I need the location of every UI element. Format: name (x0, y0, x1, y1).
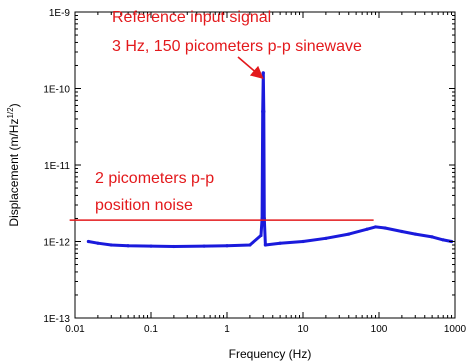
data-point (96, 241, 100, 245)
data-point (202, 244, 206, 248)
x-tick-label: 0.01 (65, 324, 85, 335)
x-tick-label: 1000 (444, 324, 467, 335)
data-point (301, 239, 305, 244)
data-point (260, 216, 264, 221)
data-point (400, 229, 404, 234)
signal-annotation-line2: 3 Hz, 150 picometers p-p sinewave (112, 38, 362, 55)
data-point (109, 243, 113, 247)
y-tick-label: 1E-12 (43, 238, 70, 249)
data-point (365, 227, 369, 231)
data-point (225, 244, 229, 248)
y-tick-label: 1E-11 (44, 161, 70, 172)
data-point (149, 244, 153, 248)
data-point (261, 71, 265, 75)
signal-annotation-line1: Reference input signal (112, 9, 271, 26)
y-axis-label-close: ) (7, 103, 21, 107)
x-tick-label: 10 (297, 324, 309, 335)
signal-arrow (237, 56, 264, 79)
x-tick-label: 1 (224, 324, 230, 335)
x-tick-label: 100 (371, 324, 388, 335)
data-point (413, 232, 417, 236)
data-point (441, 238, 445, 242)
data-point (373, 225, 378, 229)
data-point (86, 239, 90, 244)
data-point (262, 216, 266, 221)
y-tick-label: 1E-10 (43, 85, 70, 96)
y-axis-label-main: Displacement (m/Hz (7, 119, 21, 227)
noise-annotation-line2: position noise (95, 197, 193, 214)
spectrum-series (86, 71, 454, 249)
y-tick-label: 1E-13 (43, 314, 70, 325)
data-point (262, 109, 266, 114)
annotations: Reference input signal 3 Hz, 150 picomet… (95, 9, 362, 214)
data-point (324, 236, 328, 240)
data-point (430, 235, 434, 239)
data-point (347, 232, 351, 236)
data-point (383, 226, 387, 230)
data-point (248, 243, 252, 247)
x-axis-label: Frequency (Hz) (229, 347, 312, 361)
series-line (88, 71, 452, 248)
y-tick-label: 1E-9 (49, 8, 71, 19)
y-axis-label: Displacement (m/Hz1/2) (6, 103, 21, 226)
data-point (263, 243, 267, 247)
axes: 0.01 0.1 1 10 100 1000 1E-13 1E-12 1E-11 1E-10 1E-… (43, 8, 466, 335)
data-point (172, 244, 176, 249)
y-axis-label-sup: 1/2 (6, 107, 15, 119)
data-point (278, 241, 282, 245)
data-point (259, 233, 263, 238)
x-tick-label: 0.1 (144, 324, 158, 335)
noise-annotation-line1: 2 picometers p-p (95, 170, 214, 187)
data-point (126, 244, 130, 248)
